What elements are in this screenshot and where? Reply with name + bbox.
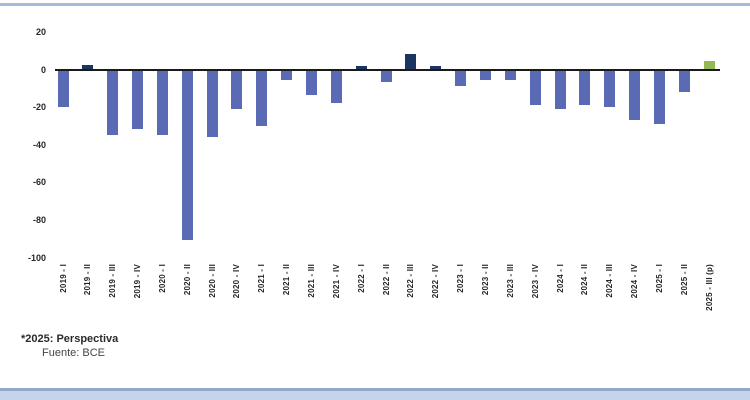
x-axis-tick-label: 2021 - III bbox=[307, 264, 316, 298]
x-axis-tick-label: 2025 - III (p) bbox=[704, 264, 714, 311]
x-axis-tick-label: 2020 - III bbox=[207, 264, 217, 298]
x-axis-tick-label: 2022 - II bbox=[381, 264, 391, 296]
bottom-border-strip bbox=[0, 391, 750, 400]
x-axis-tick-label: 2022 - IV bbox=[431, 264, 441, 299]
bar bbox=[57, 71, 69, 107]
x-axis-tick-label: 2020 - IV bbox=[232, 264, 242, 299]
bar bbox=[479, 71, 491, 81]
bar bbox=[107, 71, 119, 136]
x-axis-tick-label: 2022 - I bbox=[356, 264, 366, 293]
bar bbox=[380, 71, 392, 83]
bar bbox=[156, 71, 168, 136]
y-axis-tick-label: 20 bbox=[35, 26, 46, 37]
bar bbox=[405, 53, 417, 69]
bar-chart: 20 0 -20 -40 -60 -80 -100 2019 - I 2019 - II 2019… bbox=[27, 26, 720, 311]
bar bbox=[455, 71, 467, 87]
bar bbox=[281, 71, 293, 81]
x-axis-zero-line bbox=[55, 69, 720, 71]
bar bbox=[678, 71, 690, 92]
x-axis-tick-label: 2024 - II bbox=[580, 264, 590, 296]
y-axis-tick-label: -100 bbox=[27, 252, 46, 263]
bar bbox=[703, 61, 715, 69]
x-axis-tick-label: 2020 - II bbox=[182, 264, 192, 296]
x-axis-tick-label: 2021 - II bbox=[282, 264, 292, 296]
footnote-perspectiva: *2025: Perspectiva bbox=[21, 333, 119, 345]
x-axis-tick-label: 2021 - I bbox=[257, 264, 267, 293]
x-axis-tick-label: 2024 - III bbox=[605, 264, 615, 298]
x-axis-tick-label: 2019 - IV bbox=[133, 264, 143, 299]
top-border-line bbox=[0, 3, 750, 6]
bar bbox=[82, 65, 94, 69]
x-axis-tick-label: 2025 - II bbox=[679, 264, 689, 296]
x-axis-tick-label: 2019 - I bbox=[58, 264, 68, 293]
x-axis-tick-label: 2023 - III bbox=[505, 264, 515, 298]
x-axis-tick-label: 2022 - III bbox=[406, 264, 416, 298]
y-axis-tick-label: -40 bbox=[32, 139, 46, 150]
x-axis-tick-label: 2023 - IV bbox=[530, 264, 540, 299]
bar bbox=[604, 71, 616, 107]
bar bbox=[330, 71, 342, 104]
x-axis-tick-label: 2019 - II bbox=[83, 264, 93, 296]
x-axis-tick-label: 2020 - I bbox=[157, 264, 167, 293]
bar bbox=[653, 71, 665, 124]
bar bbox=[529, 71, 541, 105]
bar bbox=[504, 71, 516, 81]
bar bbox=[181, 71, 193, 241]
x-axis-tick-label: 2025 - I bbox=[654, 264, 664, 293]
y-axis-tick-label: -80 bbox=[32, 215, 46, 226]
x-axis-tick-label: 2023 - II bbox=[480, 264, 490, 296]
bar bbox=[355, 66, 367, 69]
bottom-border-line bbox=[0, 388, 750, 391]
bar bbox=[206, 71, 218, 137]
y-axis-tick-label: -20 bbox=[32, 102, 46, 113]
y-axis-tick-label: 0 bbox=[40, 64, 46, 75]
bar bbox=[231, 71, 243, 109]
y-axis-tick-label: -60 bbox=[32, 177, 46, 188]
bar bbox=[554, 71, 566, 109]
bar bbox=[306, 71, 317, 96]
bar bbox=[430, 66, 442, 69]
x-axis-tick-label: 2024 - I bbox=[555, 264, 565, 293]
x-axis-tick-label: 2023 - I bbox=[456, 264, 466, 293]
x-axis-tick-label: 2021 - IV bbox=[331, 264, 341, 299]
bar bbox=[579, 71, 591, 105]
footnote-source: Fuente: BCE bbox=[42, 347, 105, 359]
bar bbox=[256, 71, 268, 126]
x-axis-tick-label: 2024 - IV bbox=[630, 264, 640, 299]
bar bbox=[629, 71, 641, 120]
x-axis-tick-label: 2019 - III bbox=[108, 264, 118, 298]
bar bbox=[132, 71, 144, 130]
